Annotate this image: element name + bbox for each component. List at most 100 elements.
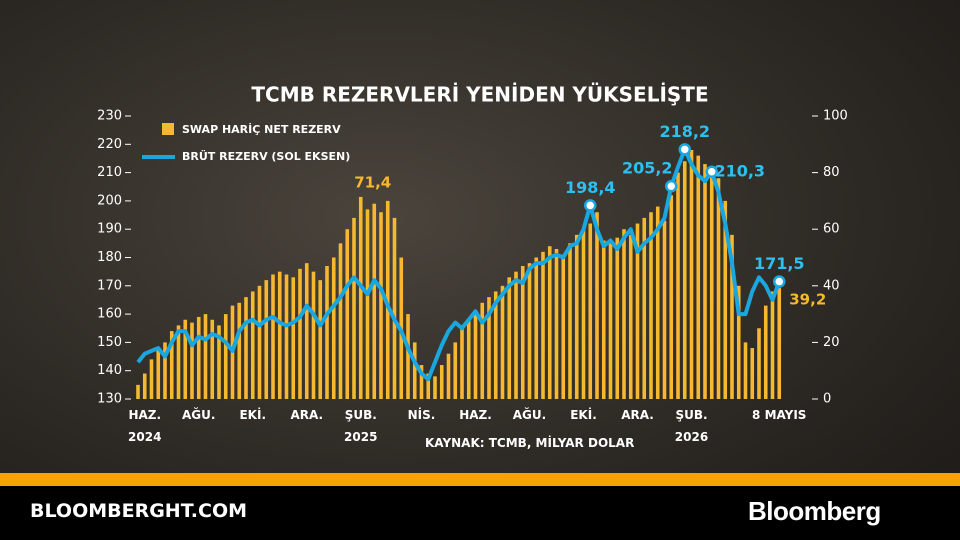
bar bbox=[210, 319, 215, 399]
bar bbox=[325, 265, 329, 399]
x-tick-label: EKİ. bbox=[570, 408, 597, 422]
x-tick-label: HAZ. bbox=[459, 408, 492, 422]
chart-title: TCMB REZERVLERİ YENİDEN YÜKSELİŞTE bbox=[251, 83, 708, 107]
y-tick-label: 190 bbox=[97, 222, 122, 237]
bar bbox=[743, 342, 748, 399]
bar bbox=[642, 217, 647, 399]
bar bbox=[628, 234, 633, 399]
bar bbox=[304, 263, 309, 399]
bar bbox=[176, 325, 181, 399]
bar bbox=[507, 277, 512, 399]
line-value-label: 198,4 bbox=[565, 178, 616, 197]
line-value-label: 210,3 bbox=[714, 161, 765, 180]
x-tick-label: AĞU. bbox=[512, 408, 547, 422]
bar bbox=[723, 200, 728, 399]
y2-tick-label: 40 bbox=[823, 278, 840, 293]
bar bbox=[493, 291, 498, 399]
y-tick-label: 150 bbox=[97, 335, 122, 350]
bar bbox=[223, 314, 228, 399]
bar bbox=[149, 359, 154, 399]
bar bbox=[460, 325, 464, 399]
bar bbox=[730, 234, 734, 399]
bar bbox=[372, 203, 377, 399]
bar bbox=[338, 243, 343, 399]
bar bbox=[385, 200, 390, 399]
bar bbox=[196, 316, 201, 399]
y-tick-label: 230 bbox=[97, 109, 122, 124]
bar bbox=[682, 161, 687, 399]
source: KAYNAK: TCMB, MİLYAR DOLAR bbox=[425, 436, 635, 450]
bar bbox=[514, 271, 518, 399]
bar bbox=[379, 212, 383, 399]
bar bbox=[615, 237, 620, 399]
x-tick-label: ŞUB. 2025 bbox=[344, 408, 378, 444]
bar bbox=[568, 243, 572, 399]
bar bbox=[750, 348, 755, 399]
bar bbox=[358, 196, 363, 399]
footer bbox=[0, 486, 960, 540]
x-tick-label: AĞU. bbox=[182, 408, 216, 422]
line-value-label: 218,2 bbox=[659, 122, 710, 141]
bar bbox=[487, 297, 491, 399]
y2-tick-label: 100 bbox=[823, 109, 848, 124]
bar bbox=[703, 164, 707, 399]
bar bbox=[142, 373, 147, 399]
y2-tick-label: 20 bbox=[823, 335, 840, 350]
line-value-label: 171,5 bbox=[754, 254, 805, 273]
point-marker bbox=[705, 165, 718, 179]
y-tick-label: 180 bbox=[97, 250, 122, 265]
y-tick-label: 140 bbox=[97, 363, 122, 378]
bar bbox=[466, 319, 471, 399]
bar bbox=[622, 229, 626, 399]
y2-tick-label: 0 bbox=[823, 392, 831, 407]
x-tick-label: ARA. bbox=[621, 408, 654, 422]
bar bbox=[311, 271, 316, 399]
bar bbox=[696, 155, 701, 399]
bar bbox=[291, 277, 296, 399]
bar bbox=[534, 257, 539, 399]
bar bbox=[433, 376, 437, 399]
bar bbox=[392, 217, 397, 399]
bar bbox=[244, 297, 248, 399]
x-tick-label: ARA. bbox=[290, 408, 324, 422]
bar bbox=[277, 271, 282, 399]
y-tick-label: 170 bbox=[97, 278, 122, 293]
bar bbox=[480, 302, 485, 399]
bar bbox=[264, 280, 269, 399]
bar bbox=[574, 234, 579, 399]
bar-value-label: 71,4 bbox=[354, 173, 391, 191]
bar bbox=[541, 251, 545, 399]
bar bbox=[446, 353, 451, 399]
x-tick-label: NİS. bbox=[407, 408, 436, 422]
point-marker bbox=[665, 179, 678, 193]
bar bbox=[595, 212, 599, 399]
point-marker bbox=[584, 199, 597, 212]
bar bbox=[554, 249, 559, 399]
bar bbox=[169, 331, 174, 399]
legend-label: SWAP HARİÇ NET REZERV bbox=[182, 122, 341, 136]
y-tick-label: 210 bbox=[97, 165, 122, 180]
legend-swatch bbox=[162, 123, 174, 135]
point-marker bbox=[773, 275, 786, 288]
bar bbox=[770, 291, 775, 399]
bar bbox=[284, 274, 289, 399]
bar bbox=[136, 384, 140, 399]
bar bbox=[649, 212, 653, 399]
bar bbox=[412, 342, 417, 399]
y-tick-label: 200 bbox=[97, 193, 122, 208]
bar bbox=[635, 223, 640, 399]
bar bbox=[271, 274, 275, 399]
line-value-label: 205,2 bbox=[622, 159, 673, 178]
bar bbox=[426, 373, 431, 399]
bar bbox=[318, 280, 323, 399]
bar bbox=[709, 172, 714, 399]
bar bbox=[453, 342, 458, 399]
bar bbox=[406, 314, 410, 399]
bar bbox=[588, 223, 593, 399]
bar bbox=[662, 220, 667, 399]
bar bbox=[608, 243, 613, 399]
footer-brand: Bloomberg bbox=[748, 496, 881, 526]
bar bbox=[365, 209, 370, 399]
